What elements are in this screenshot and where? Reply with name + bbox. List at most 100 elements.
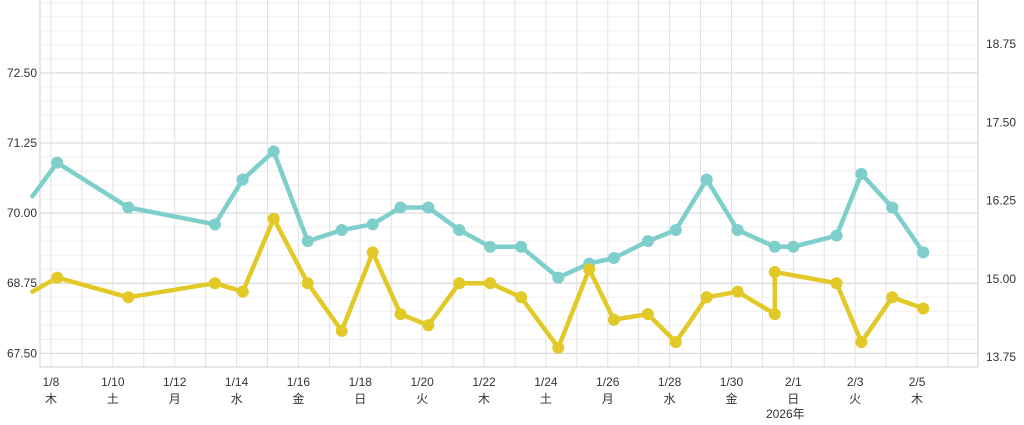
x-tick-label: 1/16: [287, 375, 311, 389]
data-point: [453, 223, 466, 236]
y-tick-label: 67.50: [7, 346, 37, 360]
x-tick-weekday: 木: [45, 392, 57, 406]
x-tick-weekday: 月: [169, 392, 181, 406]
data-point: [301, 277, 314, 290]
data-point: [366, 218, 379, 231]
data-point: [208, 218, 221, 231]
data-point: [768, 240, 781, 253]
x-tick-weekday: 日: [787, 392, 799, 406]
data-point: [484, 277, 497, 290]
x-tick-weekday: 金: [725, 391, 737, 406]
data-point: [917, 246, 930, 259]
x-tick-label: 1/10: [101, 375, 125, 389]
data-point: [208, 277, 221, 290]
data-point: [267, 145, 280, 158]
y-tick-label: 72.50: [7, 66, 37, 80]
data-point: [669, 336, 682, 349]
x-tick-label: 2/5: [909, 375, 926, 389]
data-point: [787, 240, 800, 253]
data-point: [768, 266, 781, 279]
y2-tick-label: 15.00: [986, 272, 1016, 286]
data-point: [366, 246, 379, 259]
data-point: [484, 240, 497, 253]
series-line: [30, 149, 926, 280]
data-point: [422, 201, 435, 214]
data-point: [122, 291, 135, 304]
x-tick-label: 1/22: [472, 375, 496, 389]
y2-tick-label: 13.75: [986, 350, 1016, 364]
data-point: [267, 212, 280, 225]
x-tick-weekday: 土: [540, 392, 552, 406]
data-point: [453, 277, 466, 290]
x-tick-label: 2/1: [785, 375, 802, 389]
data-point: [855, 336, 868, 349]
data-point: [768, 308, 781, 321]
data-point: [515, 291, 528, 304]
x-tick-label: 1/12: [163, 375, 187, 389]
data-point: [641, 235, 654, 248]
x-tick-weekday: 水: [231, 392, 243, 406]
data-point: [301, 235, 314, 248]
series-2: [30, 212, 930, 354]
x-tick-label: 1/18: [349, 375, 373, 389]
x-tick-weekday: 日: [354, 392, 366, 406]
x-tick-label: 1/28: [658, 375, 682, 389]
x-tick-weekday: 木: [478, 392, 490, 406]
data-point: [731, 285, 744, 298]
data-point: [886, 291, 899, 304]
data-point: [394, 201, 407, 214]
data-point: [236, 173, 249, 186]
data-point: [731, 223, 744, 236]
x-tick-label: 1/26: [596, 375, 620, 389]
x-tick-weekday: 火: [416, 392, 428, 406]
data-point: [552, 271, 565, 284]
year-label: 2026年: [766, 407, 805, 421]
y2-tick-label: 17.50: [986, 115, 1016, 129]
grid-lines: [39, 0, 979, 368]
data-point: [700, 291, 713, 304]
data-point: [669, 223, 682, 236]
data-point: [394, 308, 407, 321]
x-tick-label: 1/24: [534, 375, 558, 389]
data-point: [886, 201, 899, 214]
x-tick-label: 1/8: [43, 375, 60, 389]
x-tick-weekday: 木: [911, 392, 923, 406]
data-point: [552, 341, 565, 354]
data-point: [700, 173, 713, 186]
x-tick-weekday: 月: [602, 392, 614, 406]
x-tick-weekday: 金: [292, 391, 304, 406]
x-tick-label: 1/30: [720, 375, 744, 389]
y-axis-left: 67.50 68.75 70.00 71.25 72.50: [7, 66, 37, 360]
x-tick-label: 2/3: [847, 375, 864, 389]
data-point: [641, 308, 654, 321]
data-point: [51, 271, 64, 284]
x-tick-weekday: 水: [664, 392, 676, 406]
data-point: [583, 263, 596, 276]
x-tick-label: 1/14: [225, 375, 249, 389]
data-point: [917, 302, 930, 315]
data-point: [607, 313, 620, 326]
y-tick-label: 70.00: [7, 206, 37, 220]
y-axis-right: 13.75 15.00 16.25 17.50 18.75: [986, 37, 1016, 364]
series-layer: [30, 145, 930, 354]
data-point: [855, 167, 868, 180]
y2-tick-label: 18.75: [986, 37, 1016, 51]
data-point: [422, 319, 435, 332]
data-point: [830, 229, 843, 242]
data-point: [830, 277, 843, 290]
data-point: [122, 201, 135, 214]
x-tick-weekday: 火: [849, 392, 861, 406]
x-tick-label: 1/20: [410, 375, 434, 389]
y2-tick-label: 16.25: [986, 194, 1016, 208]
data-point: [236, 285, 249, 298]
x-tick-weekday: 土: [107, 392, 119, 406]
y-tick-label: 71.25: [7, 136, 37, 150]
data-point: [335, 223, 348, 236]
data-point: [607, 252, 620, 264]
y-tick-label: 68.75: [7, 276, 37, 290]
x-axis: 1/8 木 1/10 土 1/12 月 1/14 水 1/16 金 1/18 日 1/20 火 1/22 木 1…: [43, 375, 926, 406]
data-point: [335, 324, 348, 337]
data-point: [515, 240, 528, 253]
data-point: [51, 156, 64, 169]
